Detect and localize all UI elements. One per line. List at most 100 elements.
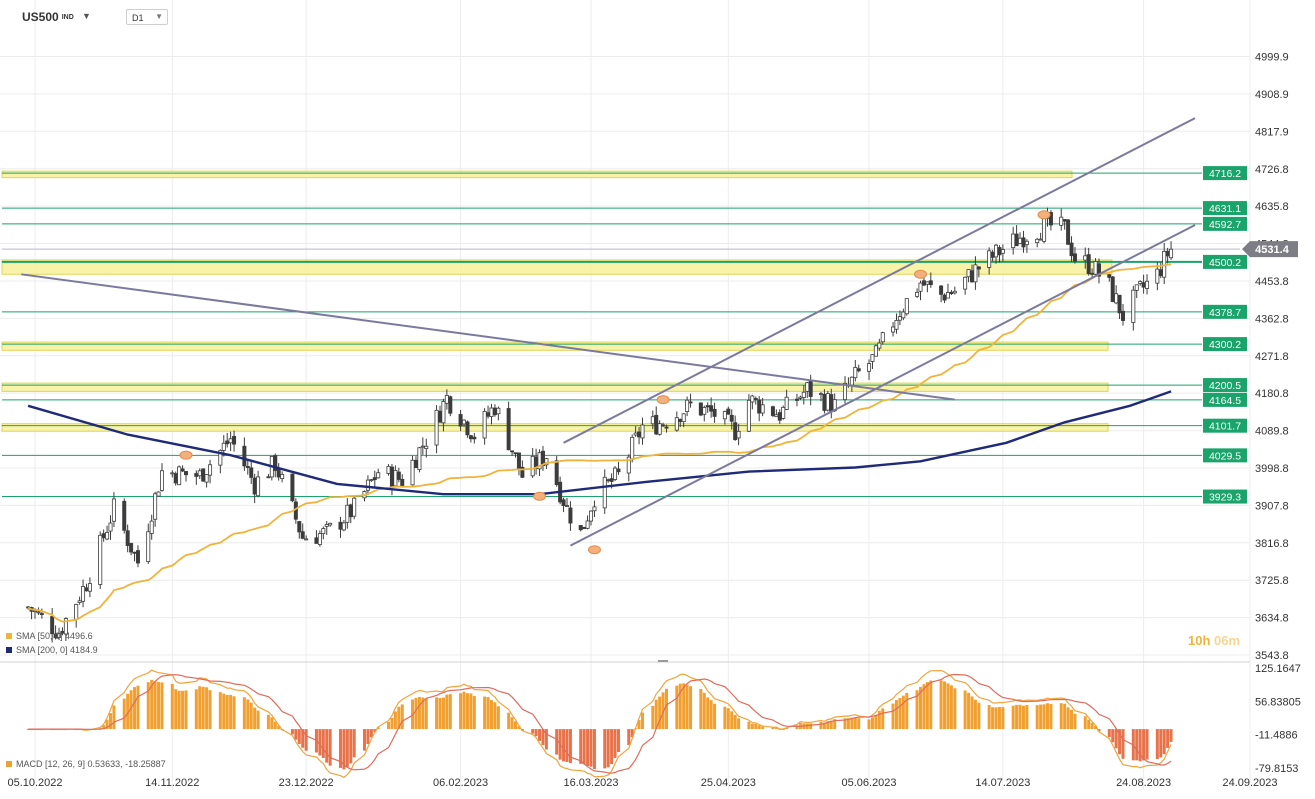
candle-body (990, 251, 995, 258)
macd-bar (1070, 709, 1074, 730)
candle-body (1059, 216, 1064, 226)
macd-bar (901, 695, 905, 730)
macd-bar (266, 714, 270, 730)
legend-sma50[interactable]: SMA [50, 0] 4496.6 (6, 631, 93, 641)
macd-bar (774, 727, 778, 730)
legend-macd[interactable]: MACD [12, 26, 9] 0.53633, -18.25887 (6, 759, 166, 769)
candle-body (760, 404, 765, 414)
macd-bar (723, 706, 727, 730)
level-price-tag (1203, 392, 1247, 407)
candle-body (458, 414, 463, 427)
candle-body (39, 613, 44, 615)
y-tick-label: 3725.8 (1255, 575, 1289, 587)
macd-bar (445, 694, 449, 730)
candle-body (654, 414, 659, 435)
macd-bar (874, 714, 878, 730)
candle-body (63, 618, 68, 635)
macd-bar (174, 689, 178, 730)
candle-body (568, 507, 573, 524)
macd-bar (136, 685, 140, 730)
symbol-type: IND (61, 14, 74, 22)
y-tick-label: 3634.8 (1255, 613, 1289, 625)
candle-body (465, 421, 470, 436)
symbol-selector[interactable]: US500 IND (22, 10, 74, 24)
candle-body (1038, 238, 1043, 241)
candle-body (1165, 250, 1170, 257)
macd-bar (898, 697, 902, 730)
macd-bar (1114, 729, 1118, 749)
candle-body (794, 398, 799, 401)
candle-body (396, 471, 401, 480)
candle-body (280, 474, 285, 480)
candle-body (125, 530, 130, 546)
candle-body (1107, 274, 1112, 278)
candle-body (50, 616, 55, 635)
macd-bar (1159, 729, 1163, 758)
macd-bar (424, 698, 428, 730)
macd-bar (534, 729, 538, 737)
candle-body (1096, 263, 1101, 277)
macd-bar (970, 696, 974, 730)
macd-bar (205, 687, 209, 730)
candle-body (77, 600, 82, 603)
candle-body (1155, 268, 1160, 284)
macd-bar (133, 687, 137, 730)
macd-bar (229, 694, 233, 730)
macd-bar (706, 697, 710, 730)
candle-body (994, 244, 999, 258)
candle-body (1014, 233, 1019, 247)
y-tick-label: 4271.8 (1255, 351, 1289, 363)
macd-bar (249, 702, 253, 730)
candle-body (156, 491, 161, 497)
candle-body (770, 406, 775, 416)
candle-body (1110, 276, 1115, 303)
sma200-value: 4184.9 (70, 645, 98, 655)
candle-body (208, 464, 213, 476)
candle-body (146, 531, 151, 562)
candle-body (225, 440, 230, 445)
candle-body (413, 459, 418, 469)
macd-bar (366, 729, 370, 745)
sma50-value: 4496.6 (65, 631, 93, 641)
macd-bar (747, 721, 751, 730)
candle-body (1069, 242, 1074, 257)
candle-body (702, 407, 707, 415)
macd-bar (997, 707, 1001, 730)
candle-body (98, 534, 103, 585)
candle-body (963, 276, 968, 290)
macd-bar (397, 706, 401, 730)
candle-body (101, 533, 106, 539)
macd-bar (562, 729, 566, 762)
macd-bar (201, 686, 205, 730)
candle-body (582, 526, 587, 530)
candle-body (420, 445, 425, 448)
level-price-label: 4164.5 (1209, 395, 1241, 407)
candle-body (245, 466, 250, 468)
timeframe-select[interactable]: D1 ▼ (126, 9, 168, 25)
candle-body (585, 520, 590, 529)
candle-body (609, 478, 614, 482)
candle-body (184, 471, 189, 476)
candle-body (1042, 217, 1047, 242)
macd-bar (373, 729, 377, 732)
macd-bar (208, 690, 212, 730)
macd-bar (438, 697, 442, 730)
candle-body (843, 382, 848, 401)
macd-bar (1090, 722, 1094, 730)
macd-bar (157, 682, 161, 730)
macd-bar (991, 707, 995, 730)
candle-body (338, 521, 343, 530)
macd-bar (922, 684, 926, 730)
x-tick-label: 06.02.2023 (433, 777, 488, 789)
symbol-dropdown-icon[interactable]: ▼ (82, 11, 91, 21)
candle-body (664, 426, 669, 429)
legend-sma200[interactable]: SMA [200, 0] 4184.9 (6, 645, 98, 655)
x-tick-label: 05.06.2023 (841, 777, 896, 789)
candle-body (757, 399, 762, 414)
countdown-hours: 10h (1188, 633, 1211, 648)
macd-bar (1094, 725, 1098, 730)
macd-bar (733, 714, 737, 730)
macd-bar (160, 682, 164, 730)
macd-bar (1142, 729, 1146, 761)
